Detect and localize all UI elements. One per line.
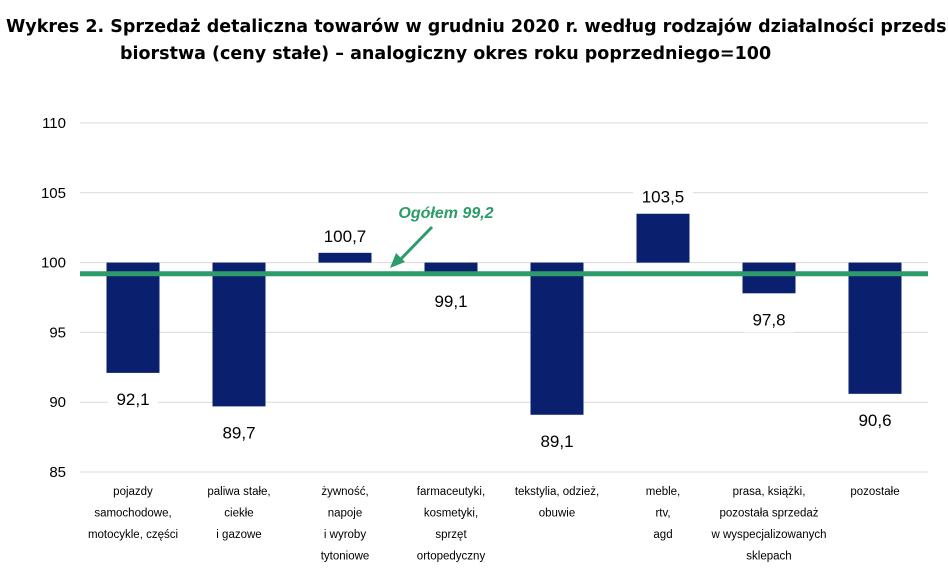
- chart-title-line-2: biorstwa (ceny stałe) – analogiczny okre…: [120, 44, 772, 64]
- category-label: farmaceutyki,: [417, 486, 485, 498]
- data-label-background: [214, 419, 264, 446]
- data-label: 92,1: [116, 390, 149, 409]
- y-tick-label: 105: [41, 185, 66, 202]
- category-label: motocykle, części: [88, 529, 178, 541]
- category-label: tekstylia, odzież,: [515, 486, 599, 498]
- data-label-background: [108, 385, 158, 412]
- category-label: obuwie: [539, 508, 575, 520]
- data-label: 89,1: [540, 432, 573, 451]
- category-label: samochodowe,: [94, 508, 171, 520]
- y-tick-label: 100: [41, 255, 66, 272]
- bar: [848, 262, 902, 394]
- data-label-background: [633, 183, 693, 210]
- category-label: paliwa stałe,: [207, 486, 270, 498]
- category-label: meble,: [646, 486, 681, 498]
- category-label: i wyroby: [324, 529, 366, 541]
- reference-line-label: Ogółem 99,2: [398, 205, 493, 222]
- reference-arrow-head: [390, 253, 405, 268]
- category-label: w wyspecjalizowanych: [710, 529, 826, 541]
- category-label: rtv,: [655, 508, 670, 520]
- data-label: 99,1: [434, 292, 467, 311]
- bar: [318, 252, 372, 263]
- data-label: 97,8: [752, 310, 785, 329]
- chart-title-line-1: Wykres 2. Sprzedaż detaliczna towarów w …: [6, 17, 948, 37]
- category-label: ortopedyczny: [417, 551, 486, 563]
- category-label: sklepach: [746, 551, 791, 563]
- bar: [106, 262, 160, 373]
- data-label-background: [850, 406, 900, 433]
- data-label: 103,5: [642, 188, 685, 207]
- category-label: tytoniowe: [321, 551, 370, 563]
- data-label: 100,7: [324, 227, 367, 246]
- category-label: kosmetyki,: [424, 508, 478, 520]
- category-label: ciekłe: [224, 508, 253, 520]
- data-label-background: [532, 427, 582, 454]
- category-label: pojazdy: [113, 486, 153, 498]
- y-tick-label: 90: [49, 394, 66, 411]
- category-label: napoje: [328, 508, 363, 520]
- category-label: żywność,: [321, 486, 368, 498]
- category-label: prasa, książki,: [733, 486, 806, 498]
- category-label: sprzęt: [435, 529, 467, 541]
- bar: [636, 213, 690, 263]
- bar: [742, 262, 796, 294]
- category-label: i gazowe: [216, 529, 261, 541]
- data-label: 89,7: [222, 423, 255, 442]
- data-label-background: [744, 306, 794, 333]
- chart-title: Wykres 2. Sprzedaż detaliczna towarów w …: [6, 14, 948, 68]
- category-label: pozostała sprzedaż: [719, 508, 818, 520]
- bar: [212, 262, 266, 407]
- y-tick-label: 95: [49, 324, 66, 341]
- y-tick-label: 110: [42, 115, 66, 132]
- data-label-background: [315, 222, 375, 249]
- category-label: pozostałe: [850, 486, 899, 498]
- data-label: 90,6: [858, 411, 891, 430]
- bar: [530, 262, 584, 415]
- y-tick-label: 85: [49, 464, 66, 481]
- category-label: agd: [653, 529, 672, 541]
- reference-arrow-shaft: [396, 225, 434, 264]
- data-label-background: [426, 288, 476, 315]
